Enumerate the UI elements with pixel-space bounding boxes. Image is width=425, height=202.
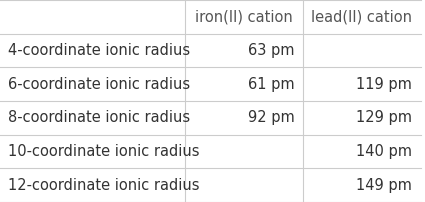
Text: iron(II) cation: iron(II) cation <box>195 9 293 24</box>
Text: 140 pm: 140 pm <box>356 144 412 159</box>
Text: 92 pm: 92 pm <box>248 110 295 125</box>
Text: 6-coordinate ionic radius: 6-coordinate ionic radius <box>8 77 190 92</box>
Text: 119 pm: 119 pm <box>356 77 412 92</box>
Text: 129 pm: 129 pm <box>356 110 412 125</box>
Text: 149 pm: 149 pm <box>356 178 412 193</box>
Text: 10-coordinate ionic radius: 10-coordinate ionic radius <box>8 144 200 159</box>
Text: 8-coordinate ionic radius: 8-coordinate ionic radius <box>8 110 190 125</box>
Text: lead(II) cation: lead(II) cation <box>311 9 412 24</box>
Text: 4-coordinate ionic radius: 4-coordinate ionic radius <box>8 43 190 58</box>
Text: 63 pm: 63 pm <box>248 43 295 58</box>
Text: 12-coordinate ionic radius: 12-coordinate ionic radius <box>8 178 200 193</box>
Text: 61 pm: 61 pm <box>248 77 295 92</box>
